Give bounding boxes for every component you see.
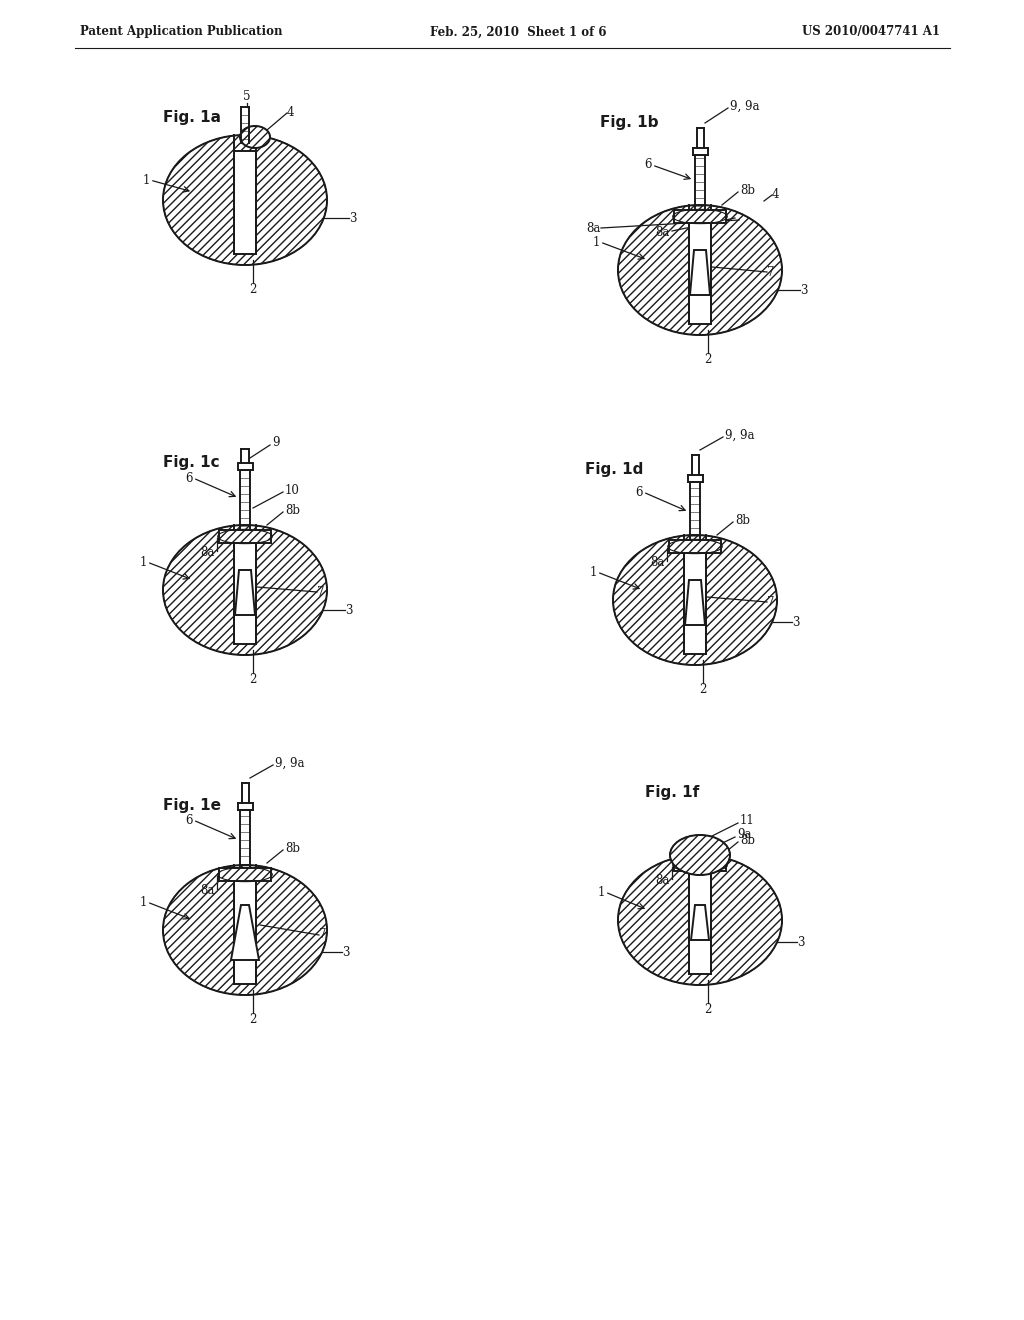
Bar xyxy=(674,210,726,223)
Bar xyxy=(669,540,721,553)
Ellipse shape xyxy=(240,125,270,148)
Text: Patent Application Publication: Patent Application Publication xyxy=(80,25,283,38)
Text: 8b: 8b xyxy=(735,513,750,527)
Bar xyxy=(234,541,256,644)
Text: 9, 9a: 9, 9a xyxy=(275,756,304,770)
Text: 6: 6 xyxy=(636,486,643,499)
Bar xyxy=(689,871,711,974)
Text: Fig. 1b: Fig. 1b xyxy=(600,115,658,129)
Ellipse shape xyxy=(618,855,782,985)
Text: 8b: 8b xyxy=(285,842,300,854)
Text: 11: 11 xyxy=(740,814,755,828)
Bar xyxy=(674,861,726,871)
Ellipse shape xyxy=(163,865,327,995)
Text: 3: 3 xyxy=(800,284,808,297)
Polygon shape xyxy=(234,570,255,615)
Text: 1: 1 xyxy=(139,895,147,908)
Text: 6: 6 xyxy=(185,471,193,484)
Text: 2: 2 xyxy=(249,282,257,296)
Polygon shape xyxy=(690,249,710,294)
Bar xyxy=(684,552,706,653)
Text: 4: 4 xyxy=(772,189,779,202)
Text: 2: 2 xyxy=(705,352,712,366)
Text: 6: 6 xyxy=(185,813,193,826)
Text: 9: 9 xyxy=(272,437,280,450)
Polygon shape xyxy=(691,906,709,940)
Text: 5: 5 xyxy=(244,90,251,103)
Text: 3: 3 xyxy=(792,615,800,628)
Text: Fig. 1f: Fig. 1f xyxy=(645,785,699,800)
Text: 10: 10 xyxy=(285,483,300,496)
Text: 8b: 8b xyxy=(740,183,755,197)
Text: 7: 7 xyxy=(319,928,327,941)
Bar xyxy=(234,152,256,253)
Text: 1: 1 xyxy=(590,565,597,578)
Text: 9, 9a: 9, 9a xyxy=(725,429,755,441)
Text: 8b: 8b xyxy=(740,833,755,846)
Text: Fig. 1e: Fig. 1e xyxy=(163,799,221,813)
Text: 8a: 8a xyxy=(655,874,670,887)
Text: 8a: 8a xyxy=(201,884,215,898)
Text: 3: 3 xyxy=(342,945,349,958)
Text: 8a: 8a xyxy=(201,546,215,560)
Text: 7: 7 xyxy=(767,265,774,279)
Text: Feb. 25, 2010  Sheet 1 of 6: Feb. 25, 2010 Sheet 1 of 6 xyxy=(430,25,606,38)
Text: 1: 1 xyxy=(593,235,600,248)
Text: 8a: 8a xyxy=(655,227,670,239)
Text: 6: 6 xyxy=(644,158,652,172)
Text: 2: 2 xyxy=(699,682,707,696)
Ellipse shape xyxy=(613,535,777,665)
Text: 1: 1 xyxy=(142,173,150,186)
Text: 4: 4 xyxy=(287,107,295,120)
Text: 3: 3 xyxy=(797,936,805,949)
Ellipse shape xyxy=(670,836,730,875)
Text: 9, 9a: 9, 9a xyxy=(730,99,760,112)
Text: Fig. 1d: Fig. 1d xyxy=(585,462,643,477)
Text: 7: 7 xyxy=(317,586,325,598)
Bar xyxy=(219,531,271,543)
Bar xyxy=(238,463,253,470)
Text: 1: 1 xyxy=(598,886,605,899)
Text: 2: 2 xyxy=(249,673,257,686)
Text: Fig. 1a: Fig. 1a xyxy=(163,110,221,125)
Text: US 2010/0047741 A1: US 2010/0047741 A1 xyxy=(802,25,940,38)
Text: 2: 2 xyxy=(249,1012,257,1026)
Bar xyxy=(234,882,256,983)
Bar xyxy=(219,869,271,880)
Text: 9a: 9a xyxy=(737,829,752,842)
Ellipse shape xyxy=(163,525,327,655)
Text: 3: 3 xyxy=(349,211,356,224)
Bar xyxy=(689,222,711,323)
Text: 8a: 8a xyxy=(650,557,665,569)
Text: 3: 3 xyxy=(345,603,352,616)
Polygon shape xyxy=(685,579,705,624)
Polygon shape xyxy=(231,906,259,960)
Text: 7: 7 xyxy=(767,595,774,609)
Text: Fig. 1c: Fig. 1c xyxy=(163,455,219,470)
Ellipse shape xyxy=(163,135,327,265)
Text: 1: 1 xyxy=(139,556,147,569)
Ellipse shape xyxy=(618,205,782,335)
Text: 8b: 8b xyxy=(285,503,300,516)
Text: 2: 2 xyxy=(705,1003,712,1016)
Text: 8a: 8a xyxy=(587,222,601,235)
